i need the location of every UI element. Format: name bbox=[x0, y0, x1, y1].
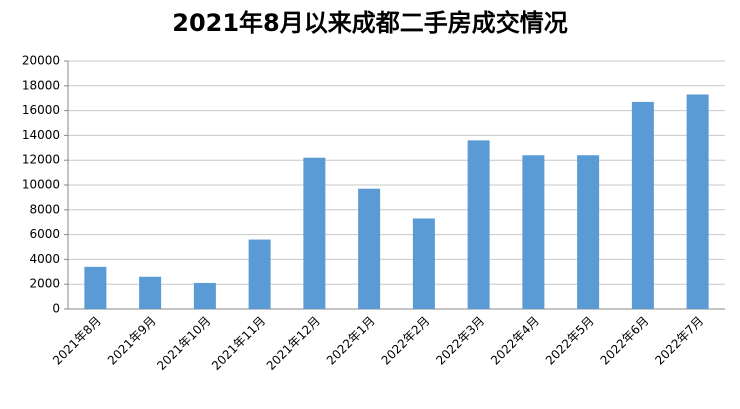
x-tick-label: 2022年1月 bbox=[324, 314, 378, 368]
x-tick-label: 2022年6月 bbox=[598, 314, 652, 368]
y-tick-label: 4000 bbox=[29, 252, 60, 266]
y-tick-label: 20000 bbox=[22, 54, 60, 68]
y-tick-label: 6000 bbox=[29, 227, 60, 241]
y-tick-label: 12000 bbox=[22, 153, 60, 167]
y-tick-label: 0 bbox=[52, 302, 60, 316]
chart-title: 2021年8月以来成都二手房成交情况 bbox=[172, 9, 568, 37]
bar bbox=[84, 266, 107, 309]
x-tick-label: 2021年8月 bbox=[50, 314, 104, 368]
x-tick-label: 2021年12月 bbox=[264, 314, 323, 373]
y-tick-label: 8000 bbox=[29, 202, 60, 216]
x-tick-label: 2022年7月 bbox=[652, 314, 706, 368]
y-tick-label: 2000 bbox=[29, 277, 60, 291]
bar bbox=[248, 239, 271, 309]
x-tick-label: 2022年3月 bbox=[433, 314, 487, 368]
bar bbox=[467, 140, 490, 309]
bar bbox=[577, 155, 600, 309]
y-tick-label: 16000 bbox=[22, 103, 60, 117]
x-tick-label: 2021年9月 bbox=[105, 314, 159, 368]
x-tick-label: 2021年10月 bbox=[154, 314, 213, 373]
x-tick-label: 2021年11月 bbox=[209, 314, 268, 373]
bar bbox=[139, 276, 162, 309]
bar bbox=[522, 155, 545, 309]
bar bbox=[631, 101, 654, 309]
x-tick-label: 2022年4月 bbox=[488, 314, 542, 368]
bar bbox=[412, 218, 435, 309]
bar bbox=[358, 188, 381, 309]
y-tick-label: 18000 bbox=[22, 78, 60, 92]
bar bbox=[303, 157, 326, 309]
bar bbox=[686, 94, 709, 309]
x-tick-label: 2022年5月 bbox=[543, 314, 597, 368]
y-tick-label: 10000 bbox=[22, 178, 60, 192]
bar bbox=[193, 282, 216, 309]
y-tick-label: 14000 bbox=[22, 128, 60, 142]
x-tick-label: 2022年2月 bbox=[379, 314, 433, 368]
